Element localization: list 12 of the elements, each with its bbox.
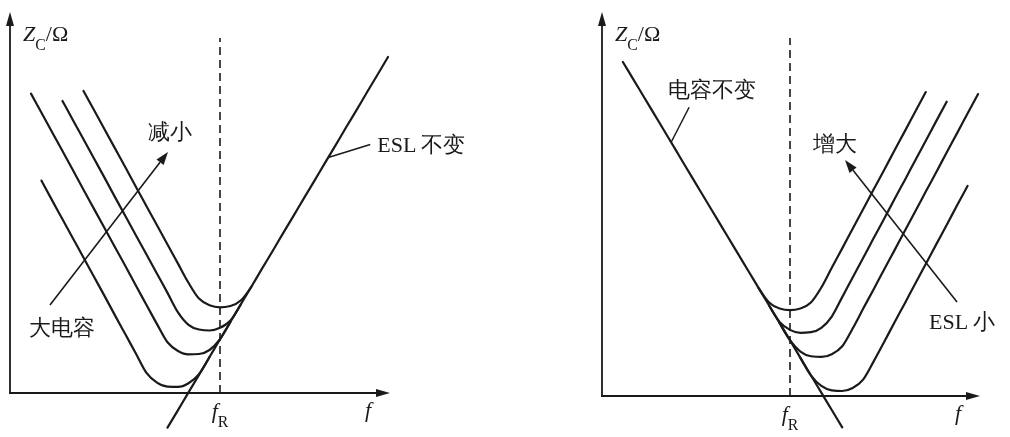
annotation: ESL 小 <box>929 308 995 334</box>
series-label: 电容不变 <box>668 76 757 102</box>
annotation: 减小 <box>148 118 192 144</box>
annotation: 大电容 <box>29 314 95 340</box>
y-axis-title: Z$_{C}$/Ω <box>23 21 69 53</box>
y-axis-title: Z$_{C}$/Ω <box>615 21 661 53</box>
annotation: f$_{R}$ <box>781 401 799 433</box>
legend-label: ESL 不变 <box>377 131 466 157</box>
annotation: f$_{R}$ <box>211 398 229 430</box>
annotation: 增大 <box>812 130 857 156</box>
x-axis-title: f <box>954 400 964 425</box>
x-axis-title: f <box>364 397 374 422</box>
